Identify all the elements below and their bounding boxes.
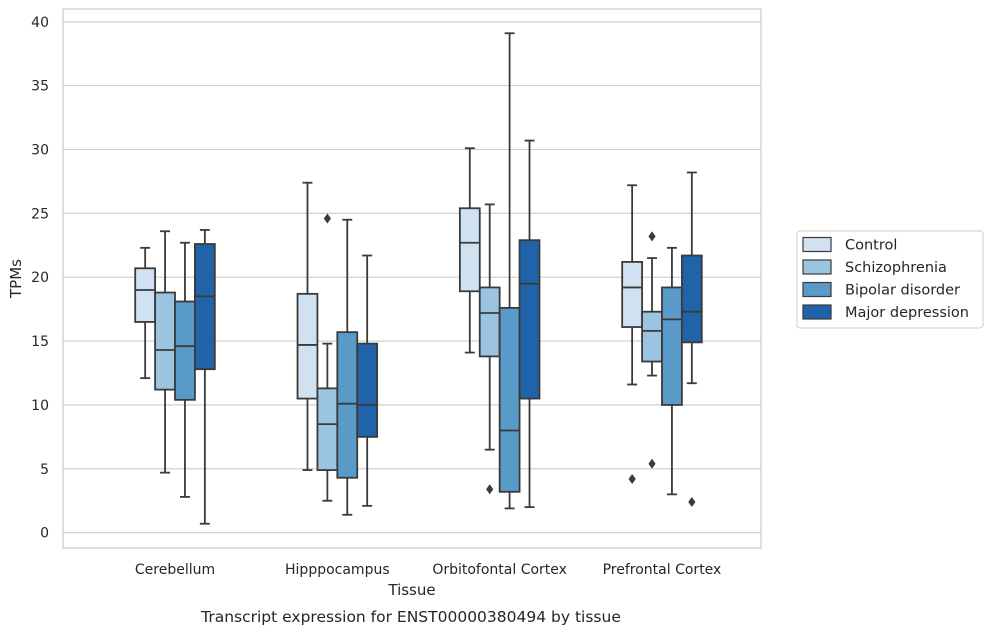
box-iqr: [621, 260, 643, 328]
box-iqr: [518, 239, 541, 400]
y-tick-label: 20: [31, 270, 49, 286]
legend-swatch: [802, 304, 832, 320]
x-tick-labels: Cerebellum Hipppocampus Orbitofontal Corte…: [135, 562, 721, 578]
box-iqr: [316, 387, 339, 471]
legend-label: Control: [845, 238, 897, 254]
box-iqr: [356, 342, 379, 438]
category-group: [296, 181, 379, 516]
outlier-point: [648, 458, 656, 469]
box-iqr: [194, 243, 216, 371]
outlier-point: [486, 484, 494, 495]
y-tick-labels: 0 5 10 15 20 25 30 35 40: [31, 15, 49, 542]
box-iqr: [458, 207, 481, 293]
x-axis-label: Tissue: [387, 581, 435, 599]
y-tick-label: 35: [31, 79, 49, 95]
y-tick-label: 15: [31, 334, 49, 350]
box-iqr: [336, 331, 359, 479]
legend-swatch: [802, 236, 832, 253]
outlier-point: [628, 474, 636, 485]
outlier-point: [648, 231, 656, 242]
y-tick-label: 10: [31, 398, 49, 414]
outlier-point: [323, 213, 331, 224]
box-iqr: [134, 267, 157, 323]
y-axis-label: TPMs: [7, 259, 25, 299]
plot-frame: [62, 8, 762, 549]
category-group: [621, 171, 703, 508]
legend-frame: [796, 230, 984, 329]
x-tick-label: Prefrontal Cortex: [603, 562, 722, 578]
legend-swatch: [802, 281, 832, 298]
box-iqr: [641, 310, 663, 363]
y-tick-label: 0: [40, 526, 49, 542]
y-tick-label: 40: [31, 15, 49, 31]
box-iqr: [478, 286, 501, 358]
box-iqr: [661, 286, 683, 406]
outlier-point: [688, 497, 696, 508]
category-group: [134, 229, 216, 525]
figure-caption: Transcript expression for ENST0000038049…: [200, 608, 621, 626]
box-iqr: [154, 291, 176, 391]
category-group: [458, 32, 541, 510]
box-iqr: [680, 254, 703, 344]
y-tick-label: 30: [31, 142, 49, 158]
y-tick-label: 25: [31, 206, 49, 222]
y-tick-label: 5: [40, 462, 49, 478]
x-tick-label: Cerebellum: [135, 562, 215, 578]
grid-lines: [63, 21, 761, 534]
legend: Control Schizophrenia Bipolar disorder Majo…: [796, 230, 984, 329]
legend-swatch: [802, 259, 832, 275]
legend-label: Major depression: [845, 305, 969, 321]
legend-label: Bipolar disorder: [845, 283, 960, 299]
box-iqr: [498, 306, 521, 493]
box-groups: [134, 32, 703, 525]
x-tick-label: Hipppocampus: [285, 562, 390, 578]
legend-label: Schizophrenia: [845, 260, 947, 276]
box-iqr: [174, 300, 196, 401]
x-tick-label: Orbitofontal Cortex: [432, 562, 567, 578]
box-iqr: [296, 292, 319, 400]
